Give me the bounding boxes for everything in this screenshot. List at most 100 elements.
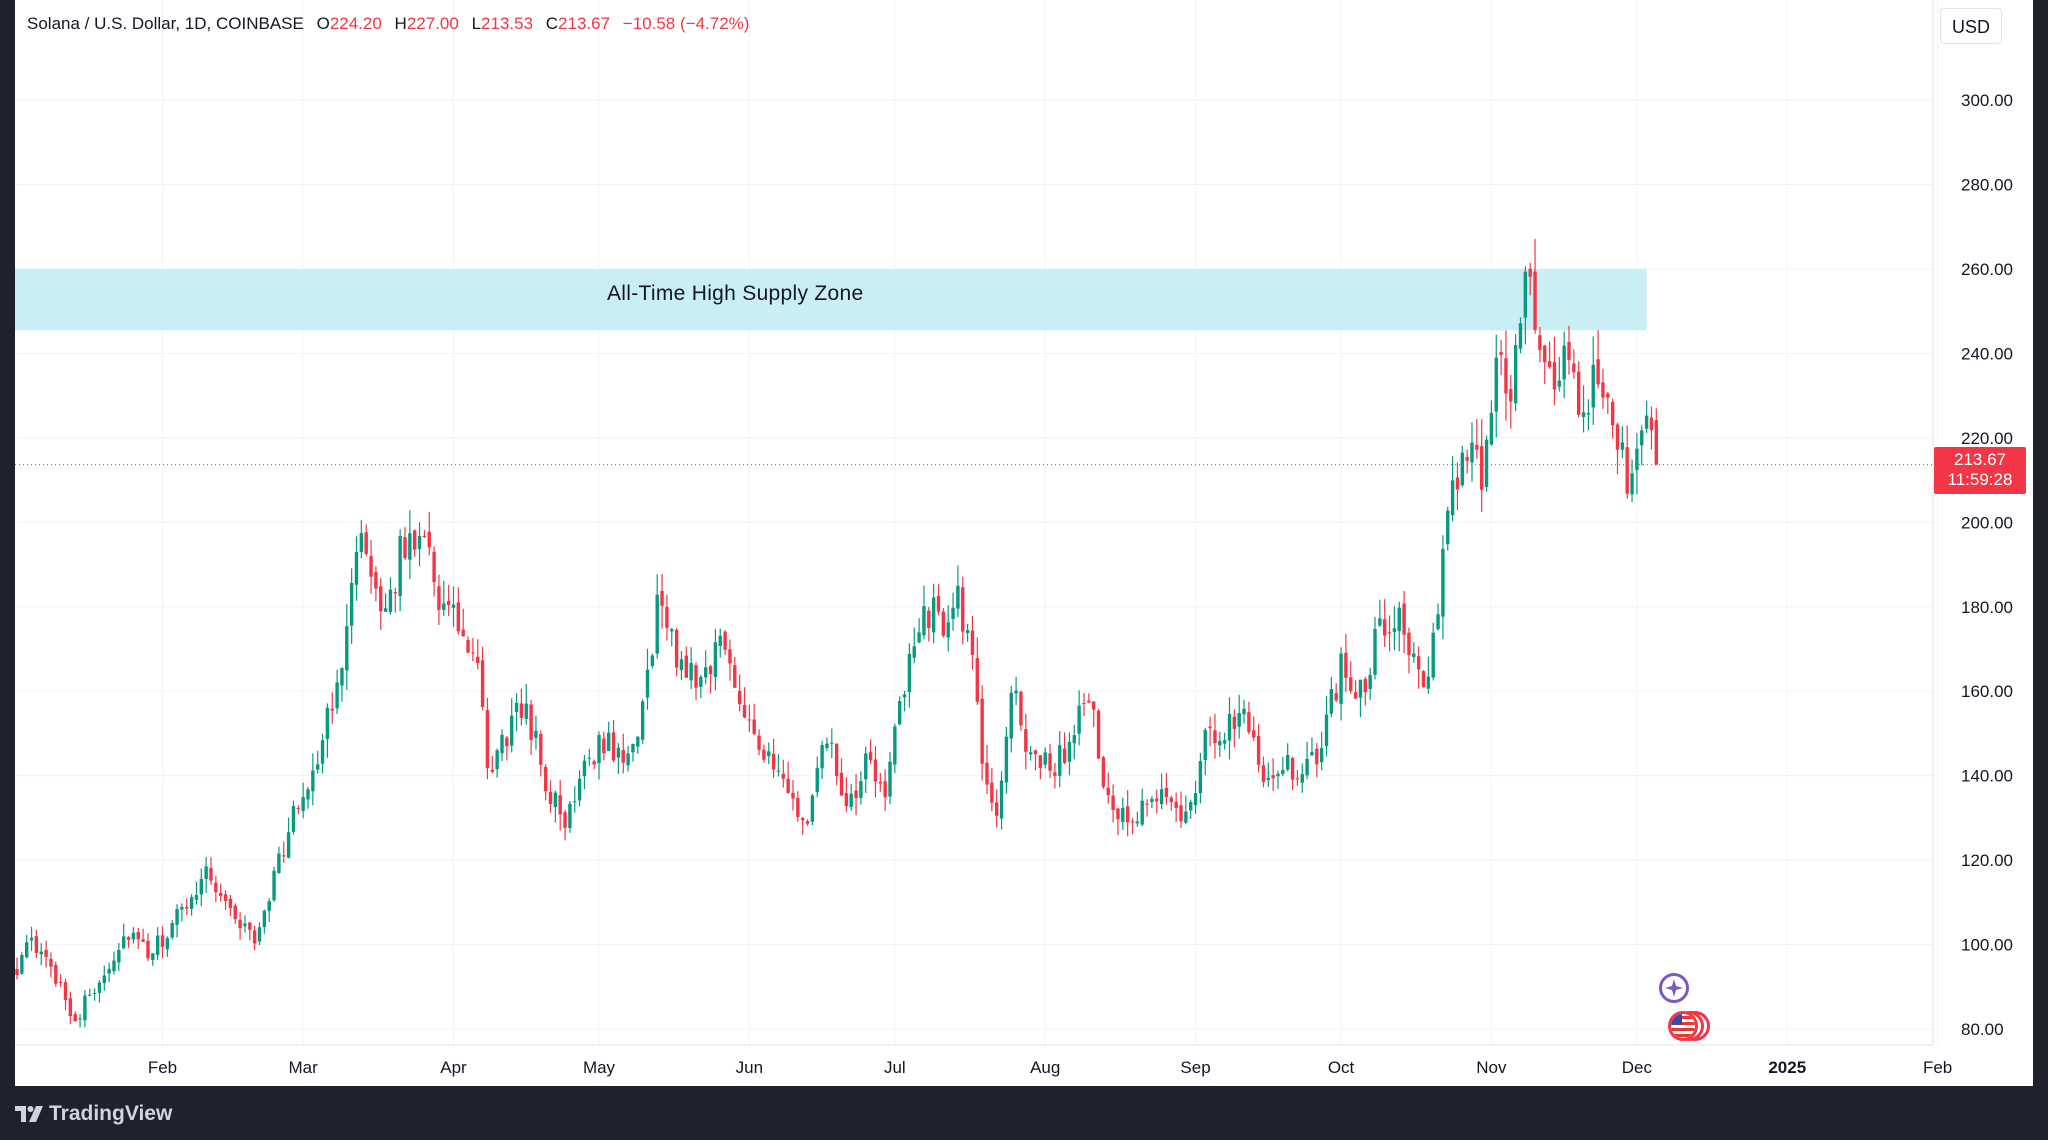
candle	[330, 692, 334, 724]
candle-body	[679, 659, 684, 671]
candle	[898, 696, 902, 726]
x-tick-label: Jun	[736, 1058, 763, 1077]
candle-body	[223, 894, 228, 902]
candle-body	[888, 761, 892, 797]
candle	[427, 511, 431, 556]
chart-panel[interactable]: 80.00 100.00 120.00 140.00 160.00 180.00 200.0…	[15, 0, 2033, 1086]
candle	[1111, 784, 1115, 823]
candle-body	[1116, 808, 1120, 820]
candle-body	[893, 726, 897, 765]
candle-body	[1106, 787, 1110, 796]
candle	[679, 651, 684, 681]
candle	[514, 693, 519, 732]
candle-body	[243, 923, 247, 927]
currency-button[interactable]: USD	[1940, 8, 2002, 44]
candle-body	[781, 773, 785, 779]
candle	[597, 731, 601, 780]
candle	[655, 574, 659, 659]
candle	[684, 646, 688, 678]
candle	[160, 926, 165, 959]
candle	[1363, 676, 1367, 706]
candle	[1610, 398, 1615, 439]
candle	[131, 927, 136, 944]
candle	[1383, 599, 1387, 648]
candle-body	[1494, 357, 1498, 412]
candle	[650, 653, 655, 669]
candle-body	[951, 607, 955, 619]
candle	[1562, 331, 1566, 399]
candle-body	[1164, 787, 1169, 798]
candle	[1062, 732, 1067, 765]
candle	[999, 771, 1004, 830]
candle-body	[931, 597, 936, 633]
candle	[1557, 356, 1561, 392]
candle	[20, 952, 24, 975]
tradingview-logo[interactable]: TradingView	[15, 1100, 172, 1128]
candle-body	[369, 555, 373, 577]
candle-body	[912, 646, 916, 658]
candle-body	[922, 606, 926, 636]
candle	[674, 628, 679, 677]
candle	[1213, 713, 1217, 759]
candle-body	[471, 652, 475, 654]
candle	[223, 890, 228, 910]
candle-body	[432, 551, 436, 583]
candle	[791, 780, 795, 811]
candle-body	[1252, 730, 1256, 738]
candle-body	[582, 760, 587, 777]
candle-body	[568, 803, 572, 828]
candle	[63, 978, 68, 1011]
symbol-title[interactable]: Solana / U.S. Dollar, 1D, COINBASE	[27, 14, 304, 33]
candle	[543, 764, 548, 801]
candle	[563, 809, 567, 841]
candle	[577, 770, 582, 807]
candle-body	[442, 603, 446, 611]
candle-body	[917, 632, 921, 643]
candle	[1513, 334, 1518, 412]
candlestick-chart[interactable]: 80.00 100.00 120.00 140.00 160.00 180.00 200.0…	[15, 0, 2033, 1086]
candle	[1174, 792, 1178, 823]
candle	[214, 875, 218, 903]
candle	[1125, 790, 1130, 837]
candle	[1615, 422, 1620, 475]
candle-body	[199, 878, 203, 895]
candle-body	[1140, 800, 1144, 825]
candle-body	[907, 653, 912, 692]
candle	[68, 991, 73, 1025]
candle	[611, 720, 616, 763]
candle-body	[349, 582, 354, 626]
candle-body	[611, 732, 616, 761]
candle	[432, 546, 436, 597]
candle-body	[1606, 393, 1610, 398]
candle	[801, 817, 805, 835]
candle-body	[776, 770, 781, 772]
candle-body	[83, 995, 87, 1021]
candle-body	[1397, 607, 1401, 632]
candle-body	[165, 938, 170, 950]
candle-body	[413, 530, 417, 550]
candle	[1281, 756, 1285, 777]
candle	[607, 721, 611, 751]
candle-body	[1009, 692, 1013, 739]
symbol-legend[interactable]: Solana / U.S. Dollar, 1D, COINBASE O224.…	[27, 14, 749, 34]
candle	[1441, 535, 1445, 640]
candle	[1601, 368, 1605, 409]
candle-body	[185, 906, 189, 909]
candle	[238, 912, 242, 940]
candle-body	[1630, 473, 1634, 495]
candle	[1058, 730, 1062, 788]
star-event-icon[interactable]	[1659, 973, 1689, 1003]
candle-body	[1339, 653, 1343, 704]
x-tick-label: Mar	[289, 1058, 319, 1077]
candle	[456, 587, 461, 635]
candle-body	[1004, 736, 1009, 783]
y-tick-label: 200.00	[1961, 513, 2013, 532]
x-tick-label: Feb	[148, 1058, 177, 1077]
candle-body	[718, 635, 722, 646]
candle-body	[345, 626, 349, 671]
candle-body	[1266, 777, 1270, 780]
candle	[830, 728, 834, 759]
candle-body	[1130, 821, 1135, 823]
candle	[1509, 375, 1513, 429]
us-flag-event-icon[interactable]	[1668, 1011, 1698, 1041]
